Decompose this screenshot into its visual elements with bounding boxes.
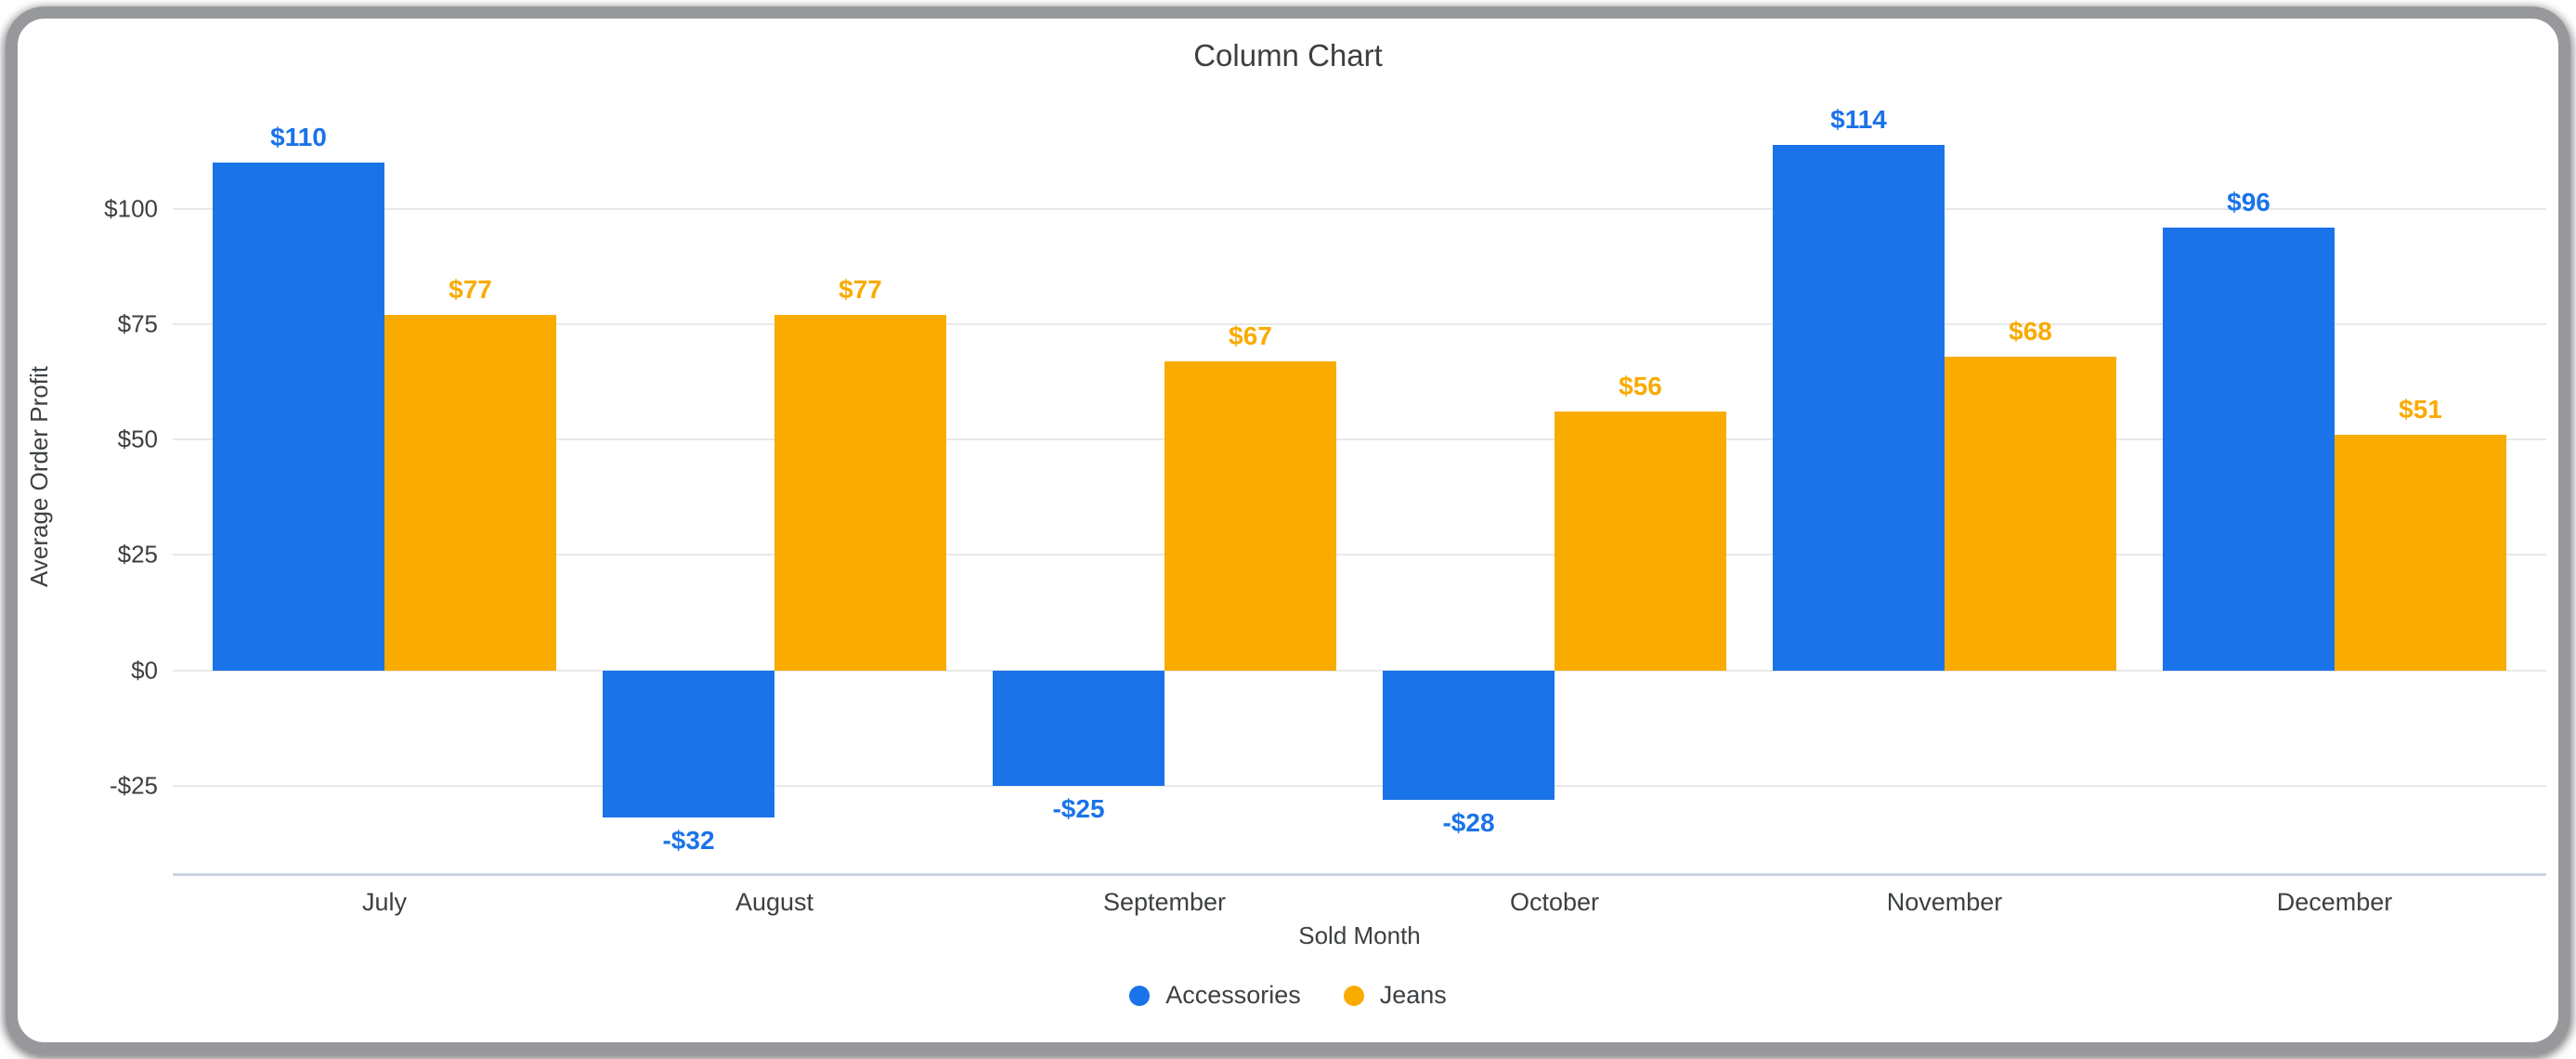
x-tick-november: November bbox=[1886, 888, 2003, 916]
y-tick-75: $75 bbox=[117, 309, 158, 338]
bar-accessories-july[interactable] bbox=[213, 163, 384, 671]
bar-accessories-october[interactable] bbox=[1383, 670, 1555, 800]
gridline-75 bbox=[173, 323, 2546, 326]
bar-label-accessories-august: -$32 bbox=[662, 826, 715, 856]
legend: Accessories Jeans bbox=[18, 981, 2558, 1010]
window-frame: Column Chart Average Order Profit $100 $7… bbox=[6, 7, 2570, 1054]
bar-label-accessories-july: $110 bbox=[270, 123, 327, 152]
legend-label-accessories: Accessories bbox=[1165, 981, 1301, 1009]
legend-item-jeans[interactable]: Jeans bbox=[1343, 981, 1447, 1010]
y-tick--25: -$25 bbox=[109, 771, 158, 800]
bar-jeans-october[interactable] bbox=[1555, 412, 1726, 671]
x-tick-august: August bbox=[735, 888, 814, 916]
x-axis-title: Sold Month bbox=[1298, 922, 1421, 949]
x-tick-july: July bbox=[361, 888, 407, 916]
y-tick-100: $100 bbox=[104, 194, 158, 223]
legend-dot-jeans bbox=[1343, 985, 1364, 1006]
bar-label-jeans-december: $51 bbox=[2399, 395, 2442, 425]
x-tick-september: September bbox=[1102, 888, 1227, 916]
bar-label-accessories-october: -$28 bbox=[1442, 807, 1495, 837]
gridline-100 bbox=[173, 208, 2546, 211]
bar-accessories-december[interactable] bbox=[2163, 227, 2335, 671]
bar-accessories-september[interactable] bbox=[993, 670, 1164, 786]
bar-accessories-november[interactable] bbox=[1773, 144, 1945, 671]
bar-label-accessories-december: $96 bbox=[2227, 187, 2270, 216]
y-tick-50: $50 bbox=[117, 425, 158, 453]
bar-label-jeans-october: $56 bbox=[1619, 372, 1662, 401]
legend-item-accessories[interactable]: Accessories bbox=[1129, 981, 1301, 1010]
x-tick-december: December bbox=[2276, 888, 2393, 916]
y-tick-25: $25 bbox=[117, 540, 158, 569]
bar-jeans-july[interactable] bbox=[384, 315, 556, 671]
legend-label-jeans: Jeans bbox=[1379, 981, 1447, 1009]
bar-label-jeans-november: $68 bbox=[2009, 316, 2052, 346]
bar-jeans-december[interactable] bbox=[2335, 435, 2506, 671]
plot-area: $100 $75 $50 $25 $0 -$25 $110 $77 July -$32 $77 Aug… bbox=[104, 80, 2546, 916]
bar-jeans-november[interactable] bbox=[1945, 356, 2116, 671]
gridline-50 bbox=[173, 438, 2546, 441]
bar-jeans-august[interactable] bbox=[774, 315, 946, 671]
y-tick-0: $0 bbox=[131, 656, 158, 685]
chart-title: Column Chart bbox=[1193, 38, 1383, 72]
bar-accessories-august[interactable] bbox=[603, 670, 774, 818]
bar-label-jeans-august: $77 bbox=[839, 275, 882, 305]
gridline-0 bbox=[173, 669, 2546, 672]
y-axis-title: Average Order Profit bbox=[25, 366, 53, 587]
bar-label-jeans-september: $67 bbox=[1229, 320, 1272, 350]
bar-label-accessories-september: -$25 bbox=[1052, 793, 1105, 823]
x-tick-october: October bbox=[1509, 888, 1600, 916]
gridline--25 bbox=[173, 784, 2546, 787]
legend-dot-accessories bbox=[1129, 985, 1151, 1006]
bar-label-jeans-july: $77 bbox=[449, 275, 492, 305]
bar-jeans-september[interactable] bbox=[1164, 360, 1336, 671]
bar-label-accessories-november: $114 bbox=[1830, 104, 1887, 134]
gridline-25 bbox=[173, 554, 2546, 556]
